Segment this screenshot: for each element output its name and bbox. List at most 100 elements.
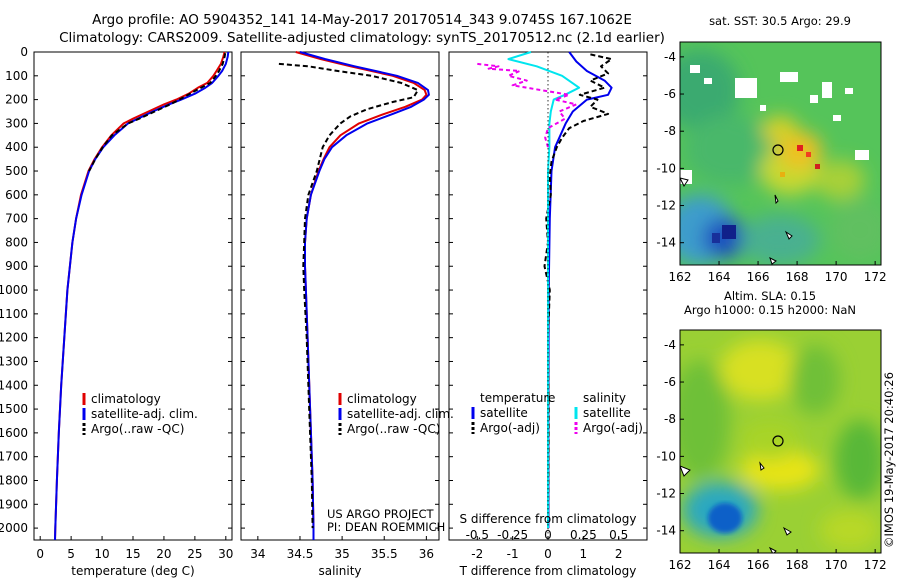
x-tick-label: 1 [580,547,588,561]
depth-tick-label: 1900 [0,497,28,511]
map-x-tick-label: 164 [708,270,731,284]
map-y-tick-label: -10 [656,161,676,175]
temperature-xlabel: temperature (deg C) [71,564,194,578]
map-y-tick-label: -4 [664,338,676,352]
depth-tick-label: 300 [5,116,28,130]
x-tick-label: -2 [471,547,483,561]
map-y-tick-label: -6 [664,87,676,101]
legend-label: climatology [347,392,417,406]
depth-tick-label: 500 [5,164,28,178]
map-y-tick-label: -6 [664,375,676,389]
map-y-tick-label: -10 [656,449,676,463]
depth-tick-label: 900 [5,259,28,273]
sla-map-field [680,330,881,553]
x-tick-label: 15 [125,547,140,561]
series-line-temperature-satellite [547,51,613,529]
x-top-tick-label: 0.25 [570,528,597,542]
series-line-salinity-satellite [507,51,581,529]
x-tick-label: 30 [218,547,233,561]
depth-tick-label: 1000 [0,283,28,297]
project-note-line2: PI: DEAN ROEMMICH [327,520,445,534]
series-line-satellite-adj-clim- [54,51,230,541]
series-line-climatology [295,51,428,540]
depth-axis: 0 100 200 300 400 500 600 700 800 900 1000 1100 1200… [0,45,647,535]
x-tick-label: 20 [156,547,171,561]
map-y-tick-label: -12 [656,199,676,213]
difference-legend: temperature salinity satellite Argo(-adj… [471,391,643,435]
x-tick-label: 35 [334,547,349,561]
legend-label: satellite-adj. clim. [91,407,198,421]
legend-title-salinity: salinity [583,391,626,405]
temperature-series [54,51,230,541]
x-top-tick-label: -0.25 [497,528,528,542]
depth-tick-label: 1600 [0,426,28,440]
sst-map-title: sat. SST: 30.5 Argo: 29.9 [709,14,851,28]
map-x-tick-label: 166 [747,270,770,284]
difference-series [477,51,613,529]
temperature-legend: climatology satellite-adj. clim. Argo(..… [82,392,198,436]
sla-map-frame [679,329,882,554]
series-line-temperature-argo-adj- [543,53,613,529]
legend-label: satellite-adj. clim. [347,407,454,421]
depth-tick-label: 1800 [0,473,28,487]
depth-tick-label: 1100 [0,307,28,321]
x-top-tick-label: 0.5 [609,528,628,542]
depth-tick-label: 400 [5,140,28,154]
series-line-satellite-adj-clim- [299,51,430,540]
x-tick-label: 5 [67,547,75,561]
map-y-tick-label: -14 [656,524,676,538]
salinity-series [278,51,430,540]
x-top-tick-label: 0 [544,528,552,542]
depth-tick-label: 800 [5,235,28,249]
argo-float-marker [772,144,784,156]
salinity-xlabel: salinity [318,564,361,578]
x-axis-ticks: 0 5 10 15 20 25 30 34 34.5 35 35.5 36 -2 -1 0 1 2 -0.5 -0.… [36,528,628,561]
map-x-tick-label: 172 [864,558,887,572]
map-x-tick-label: 170 [825,558,848,572]
map-y-tick-label: -8 [664,124,676,138]
salinity-panel-frame [240,51,440,541]
depth-tick-label: 1700 [0,450,28,464]
map-x-tick-label: 162 [669,558,692,572]
depth-tick-label: 200 [5,93,28,107]
difference-top-xlabel: S difference from climatology [460,512,637,526]
series-line-salinity-argo-adj- [477,62,578,148]
map-y-tick-label: -14 [656,236,676,250]
legend-label: satellite [583,406,631,420]
salinity-legend: climatology satellite-adj. clim. Argo(..… [338,392,454,436]
project-note-line1: US ARGO PROJECT [327,507,435,521]
legend-label: Argo(..raw -QC) [347,422,440,436]
x-tick-label: 25 [187,547,202,561]
figure-title-line2: Climatology: CARS2009. Satellite-adjuste… [59,30,665,46]
legend-label: climatology [91,392,161,406]
depth-tick-label: 1300 [0,354,28,368]
sst-map-frame [679,41,882,266]
map-x-tick-label: 170 [825,270,848,284]
x-tick-label: 34.5 [287,547,314,561]
x-tick-label: 36 [419,547,434,561]
depth-tick-label: 1200 [0,331,28,345]
map-y-tick-label: -12 [656,487,676,501]
legend-title-temperature: temperature [480,391,555,405]
depth-tick-label: 100 [5,69,28,83]
x-tick-label: 10 [94,547,109,561]
x-tick-label: 2 [615,547,623,561]
x-tick-label: 0 [544,547,552,561]
x-tick-label: -1 [507,547,519,561]
depth-tick-label: 700 [5,212,28,226]
depth-tick-label: 2000 [0,521,28,535]
x-tick-label: 0 [36,547,44,561]
legend-label: satellite [480,406,528,420]
legend-label: Argo(..raw -QC) [91,422,184,436]
map-x-tick-label: 166 [747,558,770,572]
map-x-tick-label: 168 [786,558,809,572]
x-tick-label: 34 [250,547,265,561]
map-x-tick-label: 164 [708,558,731,572]
sla-map-title-line1: Altim. SLA: 0.15 [724,289,816,303]
argo-float-marker [772,435,784,447]
sst-map-axes: 162 164 166 168 170 172 -4 -6 -8 -10 -12 -14 [656,50,886,284]
map-x-tick-label: 168 [786,270,809,284]
temperature-panel-frame [33,51,233,541]
x-tick-label: 35.5 [371,547,398,561]
